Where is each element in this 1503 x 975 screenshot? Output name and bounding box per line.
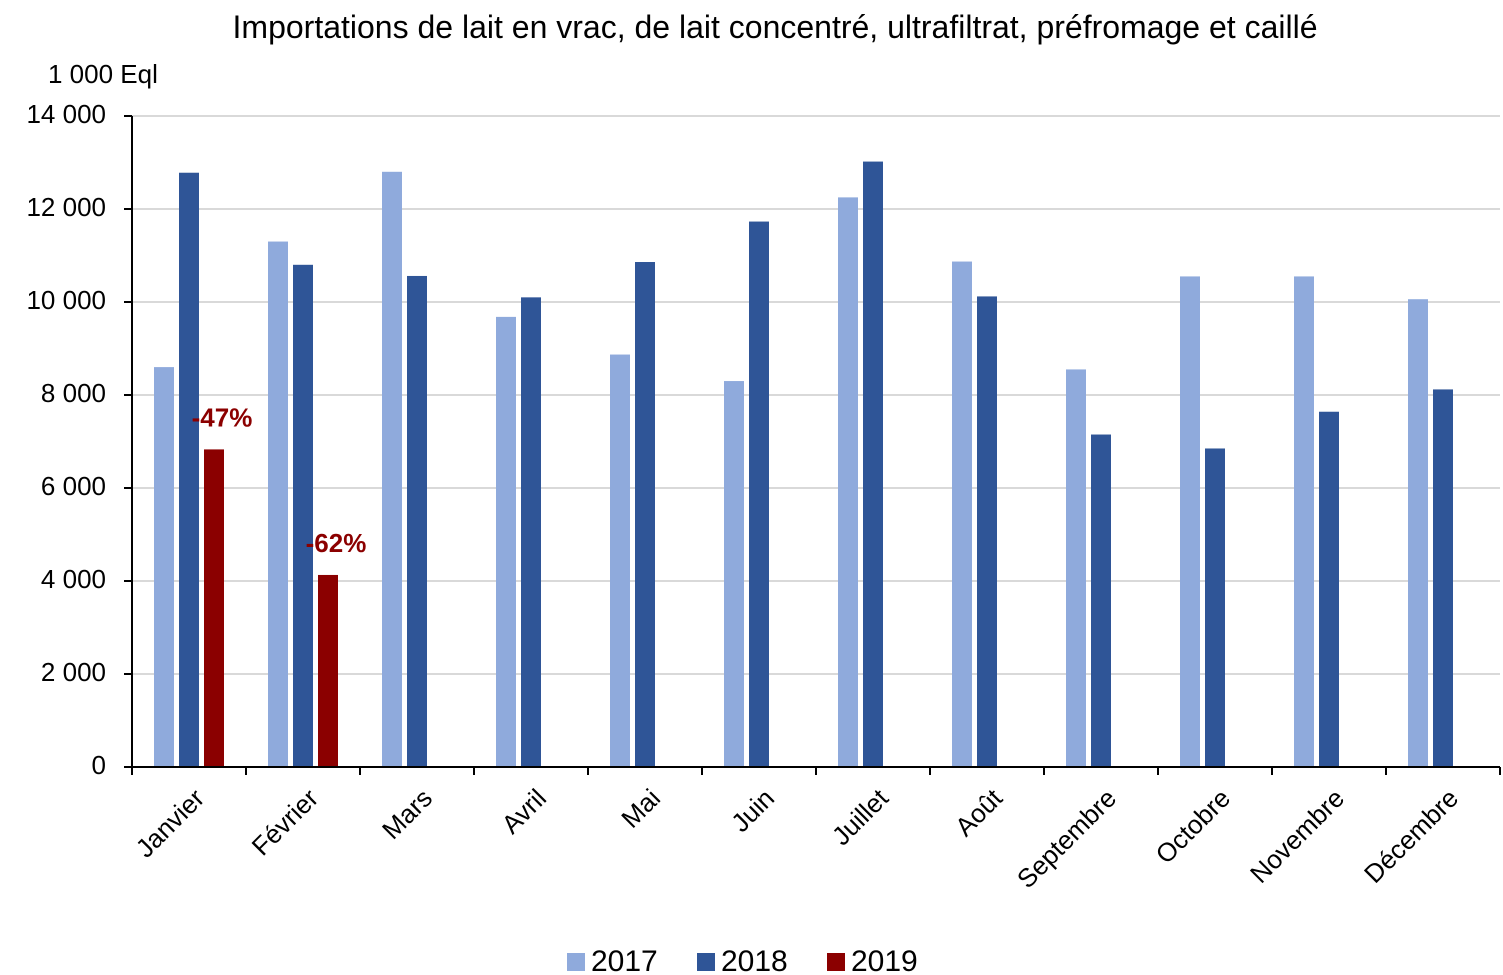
x-tick-label: Juin	[725, 783, 780, 838]
bar	[1091, 434, 1111, 767]
x-tick-label: Mai	[615, 783, 666, 834]
x-tick-label: Septembre	[1011, 783, 1122, 894]
bar	[1294, 276, 1314, 767]
x-tick-label: Octobre	[1149, 783, 1236, 870]
x-tick-label: Février	[246, 783, 325, 862]
bar	[1205, 448, 1225, 767]
bar	[293, 264, 313, 767]
x-tick-label: Août	[949, 782, 1009, 842]
legend-swatch	[697, 953, 715, 971]
y-tick-label: 6 000	[41, 471, 106, 501]
bar	[863, 161, 883, 767]
legend-label: 2017	[591, 945, 658, 975]
x-tick-label: Décembre	[1358, 783, 1464, 889]
bar	[1408, 299, 1428, 767]
bar	[496, 316, 516, 767]
bar	[635, 262, 655, 767]
annotation: -47%	[192, 402, 253, 432]
annotation: -62%	[306, 528, 367, 558]
legend-label: 2018	[721, 945, 788, 975]
x-tick-label: Novembre	[1244, 783, 1350, 889]
bar	[318, 574, 338, 767]
bar	[268, 241, 288, 768]
bar	[179, 172, 199, 768]
x-tick-label: Janvier	[130, 783, 211, 864]
bar	[749, 221, 769, 767]
bar	[521, 297, 541, 767]
y-tick-label: 14 000	[26, 99, 106, 129]
bar	[1066, 369, 1086, 767]
bar	[154, 367, 174, 767]
bar	[407, 275, 427, 767]
y-tick-label: 0	[92, 750, 106, 780]
bar	[724, 381, 744, 767]
legend-swatch	[567, 953, 585, 971]
legend-label: 2019	[851, 945, 918, 975]
x-tick-label: Avril	[495, 783, 552, 840]
bar	[610, 354, 630, 767]
bar	[1433, 389, 1453, 767]
bar	[838, 197, 858, 767]
bar	[382, 171, 402, 768]
bar	[204, 449, 224, 767]
y-tick-label: 8 000	[41, 378, 106, 408]
x-tick-label: Mars	[376, 783, 438, 845]
x-tick-label: Juillet	[826, 782, 895, 851]
y-tick-label: 10 000	[26, 285, 106, 315]
y-tick-label: 12 000	[26, 192, 106, 222]
bar	[1180, 276, 1200, 767]
chart-title: Importations de lait en vrac, de lait co…	[232, 9, 1318, 45]
y-axis-label: 1 000 Eql	[48, 59, 158, 89]
bar	[977, 296, 997, 767]
bar	[952, 261, 972, 767]
y-tick-label: 2 000	[41, 657, 106, 687]
y-tick-label: 4 000	[41, 564, 106, 594]
legend-swatch	[827, 953, 845, 971]
bar	[1319, 411, 1339, 767]
